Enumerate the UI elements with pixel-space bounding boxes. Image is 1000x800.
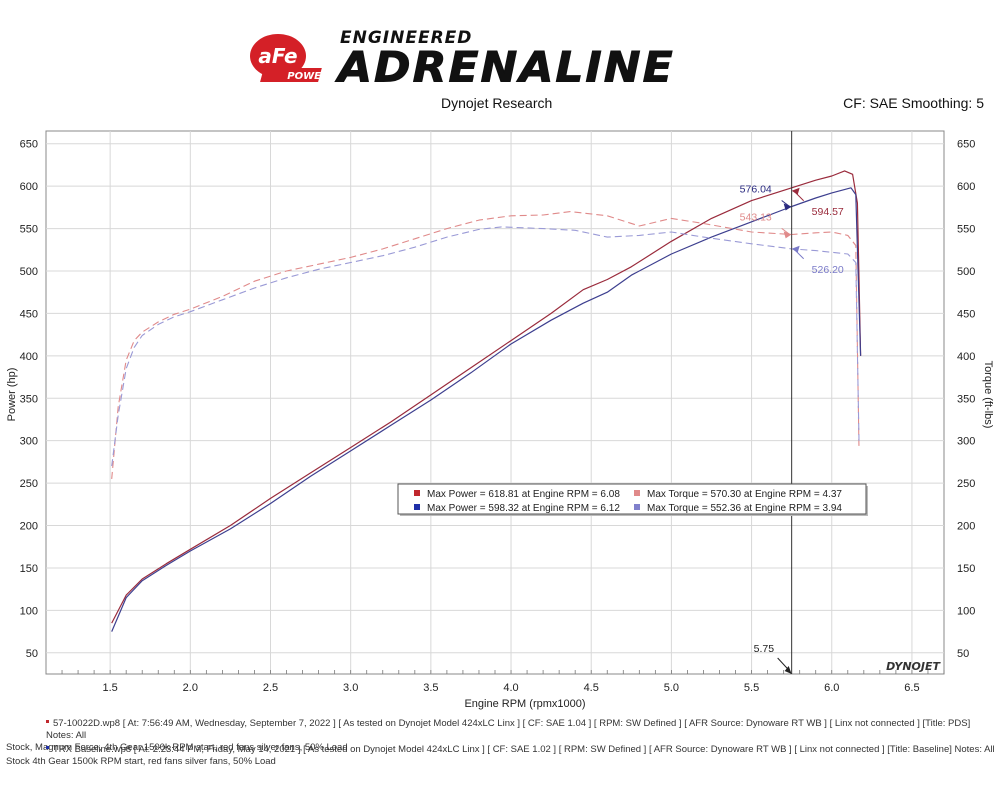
y-tick-label-left: 200 xyxy=(20,521,38,533)
x-tick-label: 1.5 xyxy=(102,682,117,694)
dyno-source-label: Dynojet Research xyxy=(441,95,553,111)
y-tick-label-right: 500 xyxy=(957,266,975,278)
legend-item-label: Max Power = 618.81 at Engine RPM = 6.08 xyxy=(427,489,620,500)
x-tick-label: 2.5 xyxy=(263,682,278,694)
callout-arrowhead xyxy=(783,231,792,239)
legend-item-label: Max Torque = 552.36 at Engine RPM = 3.94 xyxy=(647,503,842,514)
plot-area xyxy=(45,130,945,675)
x-tick-label: 5.0 xyxy=(664,682,679,694)
run1-notes: 57-10022D.wp8 [ At: 7:56:49 AM, Wednesda… xyxy=(6,718,996,754)
y-tick-label-left: 250 xyxy=(20,478,38,490)
y-tick-label-left: 400 xyxy=(20,351,38,363)
x-tick-label: 6.5 xyxy=(904,682,919,694)
legend-swatch xyxy=(414,490,420,496)
x-tick-label: 4.5 xyxy=(584,682,599,694)
run1-marker xyxy=(46,720,49,723)
afe-logo-text: aFe xyxy=(258,44,297,68)
run2-marker xyxy=(46,746,49,749)
cursor-value-label: 5.75 xyxy=(754,643,775,655)
y-tick-label-right: 50 xyxy=(957,648,969,660)
callout-arrowhead xyxy=(791,245,800,253)
legend-item-label: Max Power = 598.32 at Engine RPM = 6.12 xyxy=(427,503,620,514)
engineered-wordmark: ENGINEERED xyxy=(340,28,473,48)
run2-info: TRX Baseline.wp8 [ At: 2:23:44 PM, Frida… xyxy=(53,744,995,755)
x-tick-label: 3.0 xyxy=(343,682,358,694)
run1-info: 57-10022D.wp8 [ At: 7:56:49 AM, Wednesda… xyxy=(46,718,971,741)
x-tick-label: 6.0 xyxy=(824,682,839,694)
y-tick-label-left: 300 xyxy=(20,436,38,448)
y-tick-label-right: 250 xyxy=(957,478,975,490)
series-line-2 xyxy=(111,187,862,632)
callout-label: 594.57 xyxy=(812,206,844,218)
y-tick-label-left: 100 xyxy=(20,605,38,617)
y-tick-label-right: 200 xyxy=(957,521,975,533)
correction-factor-label: CF: SAE Smoothing: 5 xyxy=(843,95,984,111)
legend-swatch xyxy=(414,504,420,510)
run2-notes-cont: Stock 4th Gear 1500k RPM start, red fans… xyxy=(6,756,276,767)
callout-arrowhead xyxy=(783,203,792,211)
series-line-1 xyxy=(111,170,862,624)
legend-swatch xyxy=(634,490,640,496)
y-tick-label-right: 150 xyxy=(957,563,975,575)
legend: Max Power = 618.81 at Engine RPM = 6.08 M… xyxy=(397,483,868,516)
x-tick-label: 2.0 xyxy=(183,682,198,694)
callout-label: 543.13 xyxy=(740,211,772,223)
x-tick-label: 4.0 xyxy=(503,682,518,694)
callout-label: 576.04 xyxy=(740,183,772,195)
y-tick-label-left: 500 xyxy=(20,266,38,278)
legend-box xyxy=(397,483,867,515)
y-tick-label-left: 650 xyxy=(20,139,38,151)
callout-arrowhead xyxy=(791,187,800,195)
legend-swatch xyxy=(634,504,640,510)
adrenaline-wordmark: ADRENALINE xyxy=(338,43,675,92)
brand-logo: aFe POWER ENGINEERED ADRENALINE xyxy=(248,22,758,94)
y-tick-label-right: 600 xyxy=(957,181,975,193)
y-tick-label-left: 550 xyxy=(20,224,38,236)
y-tick-label-right: 100 xyxy=(957,605,975,617)
y-tick-label-left: 350 xyxy=(20,393,38,405)
legend-item-label: Max Torque = 570.30 at Engine RPM = 4.37 xyxy=(647,489,842,500)
y-tick-label-left: 600 xyxy=(20,181,38,193)
x-tick-label: 5.5 xyxy=(744,682,759,694)
cursor-arrowhead xyxy=(784,666,792,674)
x-tick-label: 3.5 xyxy=(423,682,438,694)
y-tick-label-left: 150 xyxy=(20,563,38,575)
afe-power-logo: aFe POWER xyxy=(250,34,329,82)
y-tick-label-right: 550 xyxy=(957,224,975,236)
power-logo-text: POWER xyxy=(287,71,328,82)
y-tick-label-right: 300 xyxy=(957,436,975,448)
dynojet-watermark: DYNOJET xyxy=(886,660,941,673)
run1-notes-cont: Stock, Magnum Force, 4th Gear 1500k RPM … xyxy=(6,742,348,753)
y-tick-label-right: 350 xyxy=(957,393,975,405)
y-tick-label-right: 400 xyxy=(957,351,975,363)
y-tick-label-left: 50 xyxy=(26,648,38,660)
callout-label: 526.20 xyxy=(812,264,844,276)
y-axis-label-right: Torque (ft-lbs) xyxy=(982,361,994,429)
y-tick-label-right: 450 xyxy=(957,308,975,320)
y-axis-label-left: Power (hp) xyxy=(6,368,18,422)
y-tick-label-right: 650 xyxy=(957,139,975,151)
y-tick-label-left: 450 xyxy=(20,308,38,320)
run2-notes: TRX Baseline.wp8 [ At: 2:23:44 PM, Frida… xyxy=(6,744,996,768)
x-axis-label: Engine RPM (rpmx1000) xyxy=(464,698,585,710)
